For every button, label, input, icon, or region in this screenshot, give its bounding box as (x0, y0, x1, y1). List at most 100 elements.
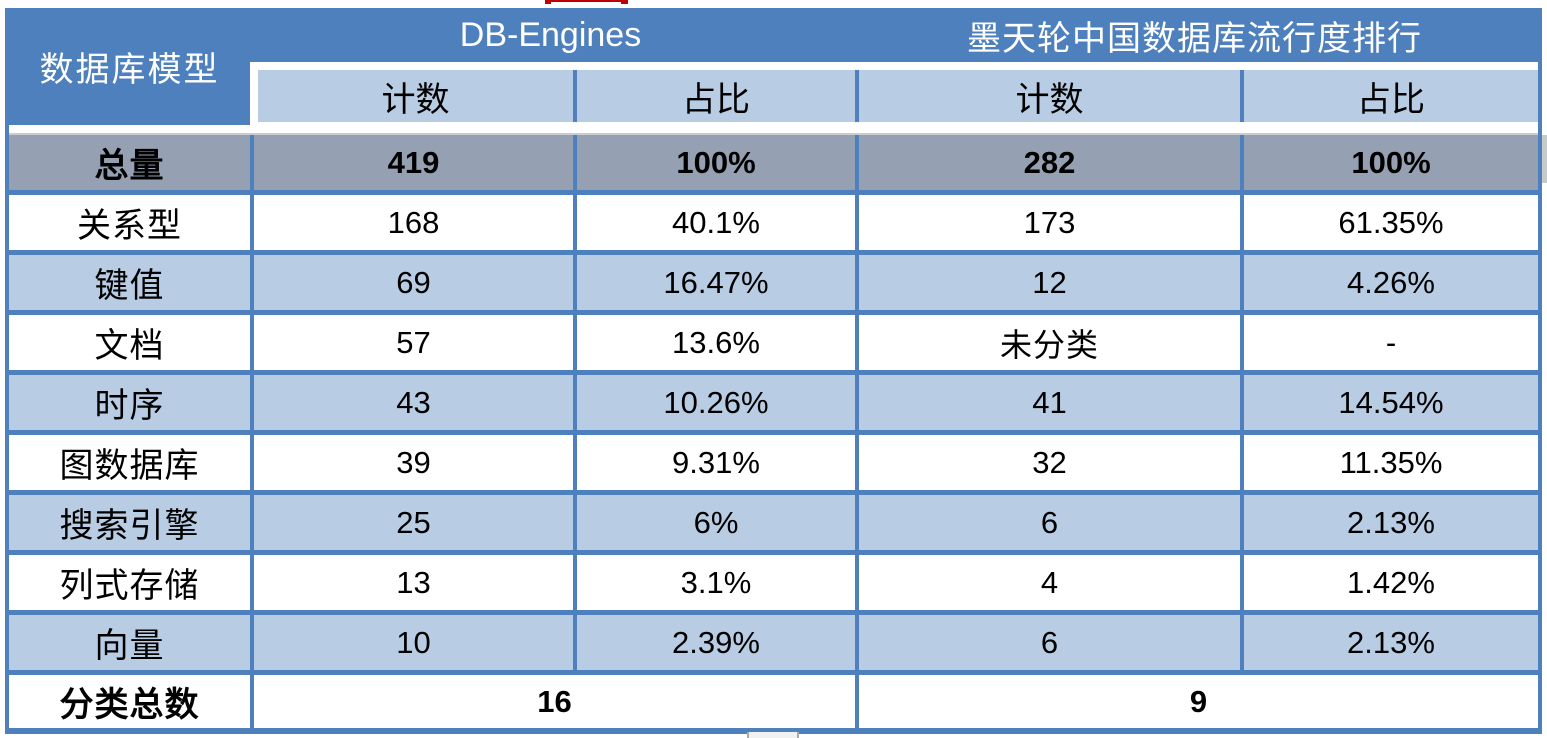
cell-modb-count: 282 (1023, 144, 1076, 180)
column-divider (573, 135, 577, 190)
row-label: 文档 (94, 328, 165, 365)
table-right-border (1538, 8, 1542, 734)
table-row-vector: 向量 10 2.39% 6 2.13% (9, 610, 1538, 670)
cell-db-count: 43 (396, 384, 431, 420)
sub-header-modb-share: 占比 (1244, 70, 1538, 122)
table-row-graph: 图数据库 39 9.31% 32 11.35% (9, 430, 1538, 490)
table-row-keyvalue: 键值 69 16.47% 12 4.26% (9, 250, 1538, 310)
column-divider (1240, 555, 1244, 610)
cell-db-count: 25 (396, 504, 431, 540)
column-divider (250, 375, 254, 430)
cell-db-share: 10.26% (663, 384, 769, 420)
cell-modb-category-total: 9 (1189, 683, 1208, 719)
table-row-search: 搜索引擎 25 6% 6 2.13% (9, 490, 1538, 550)
column-divider (250, 435, 254, 490)
cell-modb-count: 4 (1040, 564, 1059, 600)
column-divider (1240, 255, 1244, 310)
column-divider (573, 195, 577, 250)
group-header-bar: DB-Engines 墨天轮中国数据库流行度排行 (250, 8, 1538, 62)
column-divider (1240, 435, 1244, 490)
cell-modb-count: 41 (1032, 384, 1067, 420)
cell-modb-share: 100% (1351, 144, 1431, 180)
cell-modb-count: 6 (1040, 624, 1059, 660)
row-label: 时序 (94, 388, 165, 425)
column-divider (250, 555, 254, 610)
table-row-total: 总量 419 100% 282 100% (9, 133, 1538, 190)
column-divider (855, 375, 859, 430)
group-header-modb: 墨天轮中国数据库流行度排行 (967, 20, 1422, 58)
cell-db-share: 3.1% (680, 564, 752, 600)
table-bottom-border (5, 728, 1542, 734)
column-divider (855, 435, 859, 490)
group-header-db-engines: DB-Engines (459, 15, 642, 54)
column-divider (573, 315, 577, 370)
cell-db-share: 9.31% (672, 444, 760, 480)
cell-db-count: 419 (387, 144, 440, 180)
cell-db-count: 39 (396, 444, 431, 480)
column-divider (855, 135, 859, 190)
sub-header-db-share: 占比 (577, 70, 855, 122)
cropped-red-underline-descender (545, 0, 551, 4)
column-divider (1240, 315, 1244, 370)
horizontal-scrollbar-thumb[interactable] (747, 732, 799, 738)
column-divider (855, 675, 859, 728)
cell-modb-count: 12 (1032, 264, 1067, 300)
column-divider (573, 435, 577, 490)
cell-modb-count: 173 (1023, 204, 1076, 240)
cell-db-count: 57 (396, 324, 431, 360)
cropped-red-underline-descender (621, 0, 628, 4)
column-divider (855, 70, 859, 122)
cropped-red-underline (545, 0, 628, 2)
column-divider (855, 315, 859, 370)
cell-db-count: 10 (396, 624, 431, 660)
cell-db-count: 168 (387, 204, 440, 240)
cell-modb-share: 2.13% (1347, 504, 1435, 540)
column-divider (250, 495, 254, 550)
white-gap (250, 70, 258, 122)
column-divider (573, 255, 577, 310)
column-divider (573, 555, 577, 610)
column-divider (1240, 195, 1244, 250)
cell-db-share: 13.6% (672, 324, 760, 360)
column-divider (855, 255, 859, 310)
column-divider (573, 615, 577, 670)
cell-modb-count: 32 (1032, 444, 1067, 480)
cell-modb-count: 6 (1040, 504, 1059, 540)
table-row-document: 文档 57 13.6% 未分类 - (9, 310, 1538, 370)
cell-db-share: 6% (693, 504, 739, 540)
row-label: 键值 (94, 268, 165, 305)
column-divider (855, 195, 859, 250)
column-divider (1240, 70, 1244, 122)
row-label: 搜索引擎 (59, 508, 200, 545)
sub-header-row: 计数 占比 计数 占比 (250, 70, 1538, 122)
column-divider (250, 615, 254, 670)
cell-db-count: 69 (396, 264, 431, 300)
cell-db-share: 16.47% (663, 264, 769, 300)
corner-header-label: 数据库模型 (39, 52, 220, 89)
column-divider (855, 495, 859, 550)
cell-modb-share: 2.13% (1347, 624, 1435, 660)
sub-header-modb-count: 计数 (859, 70, 1240, 122)
column-divider (1240, 375, 1244, 430)
cropped-adjacent-cell (1542, 135, 1547, 183)
cell-db-share: 2.39% (672, 624, 760, 660)
cell-modb-share: 1.42% (1347, 564, 1435, 600)
cell-db-count: 13 (396, 564, 431, 600)
corner-header-cell: 数据库模型 (9, 8, 250, 125)
sub-header-db-count: 计数 (258, 70, 573, 122)
cell-modb-share: 4.26% (1347, 264, 1435, 300)
table-row-category-total: 分类总数 16 9 (9, 670, 1538, 728)
row-label: 向量 (94, 628, 165, 665)
column-divider (250, 315, 254, 370)
row-label: 总量 (94, 148, 165, 185)
column-divider (250, 255, 254, 310)
column-divider (250, 195, 254, 250)
cell-modb-count: 未分类 (999, 326, 1099, 363)
column-divider (855, 615, 859, 670)
cell-db-share: 40.1% (672, 204, 760, 240)
table-row-timeseries: 时序 43 10.26% 41 14.54% (9, 370, 1538, 430)
column-divider (573, 495, 577, 550)
cell-modb-share: 14.54% (1338, 384, 1444, 420)
column-divider (1240, 495, 1244, 550)
